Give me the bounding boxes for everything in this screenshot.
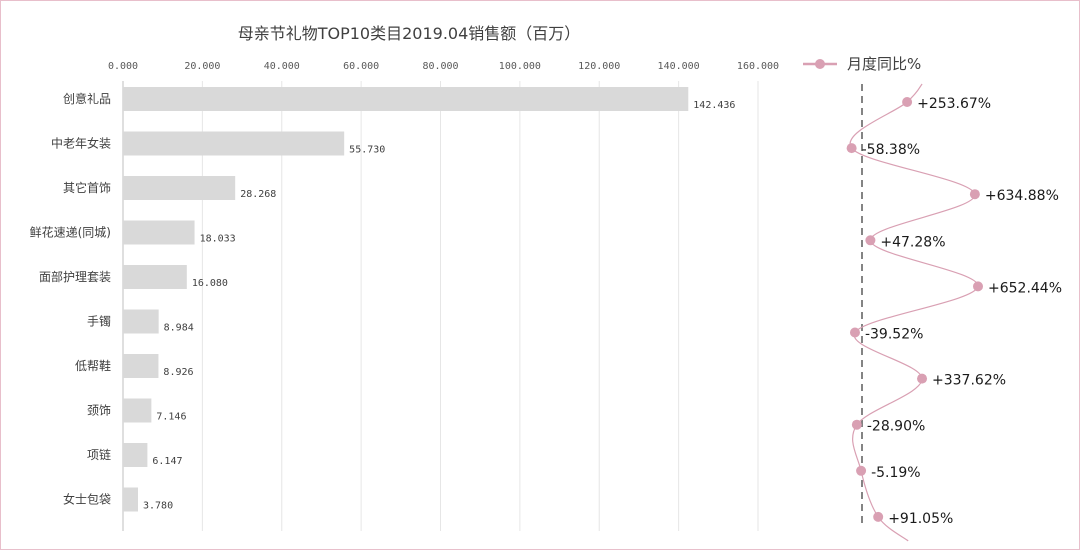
- x-tick-label: 40.000: [264, 61, 300, 72]
- x-tick-label: 0.000: [108, 61, 138, 72]
- data-label: 6.147: [152, 456, 182, 467]
- yoy-label: -58.38%: [862, 142, 920, 158]
- category-label: 颈饰: [87, 404, 111, 418]
- yoy-point: [917, 373, 928, 384]
- value-labels: 142.436 55.730 28.268 18.033 16.080 8.984 8.92…: [143, 100, 735, 512]
- yoy-label: +337.62%: [932, 373, 1006, 389]
- x-tick-label: 20.000: [184, 61, 220, 72]
- data-label: 142.436: [693, 100, 735, 111]
- bar: [123, 176, 236, 200]
- yoy-point: [973, 281, 983, 292]
- data-label: 3.780: [143, 501, 173, 512]
- yoy-label: +47.28%: [880, 234, 945, 250]
- yoy-label: +652.44%: [988, 280, 1062, 296]
- category-label: 手镯: [87, 314, 111, 329]
- data-label: 8.984: [164, 323, 194, 334]
- legend-label: 月度同比%: [847, 55, 921, 73]
- yoy-label: -5.19%: [871, 465, 921, 481]
- x-tick-labels: 0.000 20.000 40.000 60.000 80.000 100.000 120.…: [108, 61, 779, 72]
- yoy-point: [846, 143, 857, 154]
- yoy-point: [902, 97, 913, 107]
- yoy-series: +253.67% -58.38% +634.88% +47.28% +652.44% -3…: [846, 83, 1062, 542]
- category-label: 鲜花速递(同城): [30, 225, 111, 240]
- data-label: 7.146: [156, 412, 186, 423]
- data-label: 28.268: [240, 189, 276, 200]
- yoy-point: [849, 327, 860, 338]
- bar: [123, 265, 187, 289]
- x-tick-label: 80.000: [422, 61, 458, 72]
- bar: [123, 309, 159, 334]
- bar: [123, 487, 139, 512]
- yoy-point: [856, 465, 867, 476]
- category-label: 低帮鞋: [75, 358, 111, 373]
- category-label: 中老年女装: [51, 136, 111, 151]
- data-label: 16.080: [192, 278, 228, 289]
- data-label: 55.730: [349, 145, 385, 156]
- bar: [123, 87, 689, 111]
- legend: 月度同比%: [803, 55, 921, 73]
- bar: [123, 354, 159, 378]
- bar: [123, 220, 195, 245]
- bar: [123, 131, 345, 156]
- yoy-point: [969, 189, 980, 200]
- bar: [123, 443, 148, 467]
- legend-dot-marker: [815, 59, 825, 69]
- yoy-label: +253.67%: [917, 96, 991, 112]
- data-label: 8.926: [163, 367, 193, 378]
- category-label: 面部护理套装: [39, 269, 111, 284]
- x-tick-label: 140.000: [658, 61, 700, 72]
- yoy-label: -39.52%: [865, 327, 923, 343]
- x-tick-label: 160.000: [737, 61, 779, 72]
- x-tick-label: 60.000: [343, 61, 379, 72]
- x-tick-label: 100.000: [499, 61, 541, 72]
- chart-title: 母亲节礼物TOP10类目2019.04销售额（百万）: [238, 24, 581, 43]
- yoy-point: [851, 419, 862, 430]
- bar: [123, 398, 152, 423]
- yoy-label: +91.05%: [888, 511, 953, 527]
- data-label: 18.033: [200, 234, 236, 245]
- category-label: 女士包袋: [63, 492, 111, 507]
- yoy-label: -28.90%: [867, 419, 925, 435]
- gridlines: [122, 81, 759, 531]
- category-label: 项链: [87, 447, 111, 462]
- yoy-point: [873, 511, 884, 522]
- bars: [123, 87, 689, 512]
- yoy-point: [865, 235, 876, 246]
- category-label: 创意礼品: [63, 91, 111, 106]
- x-tick-label: 120.000: [578, 61, 620, 72]
- category-label: 其它首饰: [63, 180, 111, 195]
- yoy-label: +634.88%: [985, 188, 1059, 204]
